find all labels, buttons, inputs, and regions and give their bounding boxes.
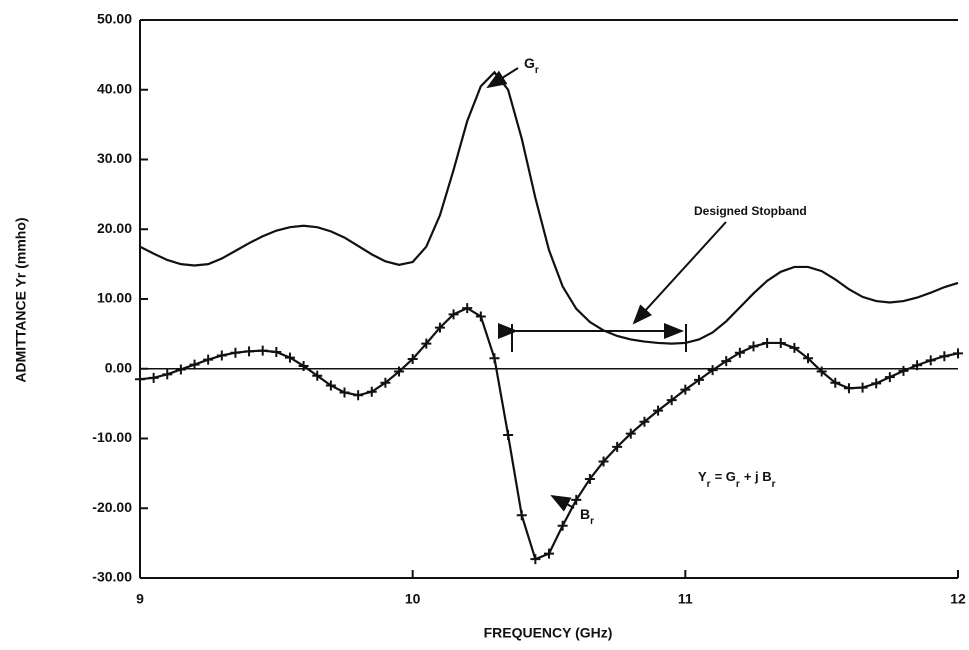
plus-marker [353, 390, 364, 401]
plus-marker [857, 382, 868, 393]
plus-marker [653, 405, 664, 416]
plus-marker [639, 416, 650, 427]
plus-marker [816, 366, 827, 377]
plus-marker [598, 456, 609, 467]
plus-marker [625, 428, 636, 439]
plus-marker [162, 369, 173, 380]
plus-marker [148, 372, 159, 383]
plus-marker [912, 360, 923, 371]
plus-marker [803, 353, 814, 364]
plus-marker [830, 377, 841, 388]
y-tick-label: 30.00 [97, 150, 132, 166]
plus-marker [448, 309, 459, 320]
plus-marker [503, 430, 514, 441]
plus-marker [189, 359, 200, 370]
plus-marker [462, 303, 473, 314]
plus-marker [380, 377, 391, 388]
plus-marker [544, 548, 554, 559]
plus-marker [244, 346, 255, 357]
x-tick-label: 9 [136, 591, 144, 607]
plus-marker [721, 356, 732, 367]
y-tick-label: 10.00 [97, 290, 132, 306]
plus-marker [925, 355, 936, 366]
plus-marker [366, 386, 377, 397]
plus-marker [762, 337, 773, 348]
plus-marker [135, 374, 145, 385]
y-axis-label: ADMITTANCE Yr (mmho) [13, 217, 29, 382]
plus-marker [693, 374, 704, 385]
plus-marker [475, 311, 486, 322]
plus-marker [953, 348, 963, 359]
x-tick-label: 11 [678, 591, 693, 607]
plus-marker [584, 473, 595, 484]
plus-marker [884, 372, 895, 383]
arrow [632, 221, 727, 325]
plus-marker [789, 342, 800, 353]
y-tick-label: 40.00 [97, 80, 132, 96]
plus-marker [325, 380, 336, 391]
b-label: Br [580, 506, 594, 527]
plus-marker [530, 554, 541, 565]
series-line [139, 70, 959, 345]
plus-marker [394, 366, 405, 377]
plus-marker [216, 350, 227, 361]
plus-marker [434, 322, 445, 333]
y-tick-label: -20.00 [92, 499, 132, 515]
equation: Yr = Gr + j Br [698, 469, 776, 489]
plus-marker [843, 383, 854, 394]
plus-marker [516, 510, 527, 521]
plus-marker [612, 441, 623, 452]
g-label: Gr [524, 55, 539, 76]
arrow [550, 495, 575, 512]
plus-marker [939, 351, 950, 362]
plus-marker [203, 354, 214, 365]
x-tick-label: 10 [405, 591, 421, 607]
arrow [486, 67, 519, 89]
plus-marker [175, 364, 186, 375]
plus-marker [707, 365, 718, 376]
plus-marker [230, 347, 241, 358]
plus-marker [271, 347, 282, 358]
plus-marker [775, 337, 786, 348]
plus-marker [666, 395, 677, 406]
x-tick-label: 12 [950, 591, 966, 607]
plus-marker [298, 360, 309, 371]
x-axis-label: FREQUENCY (GHz) [484, 625, 613, 641]
plus-marker [421, 338, 432, 349]
plus-marker [557, 520, 568, 531]
plus-marker [312, 370, 323, 381]
y-tick-label: -30.00 [92, 569, 132, 585]
plus-marker [734, 347, 745, 358]
stopband-label: Designed Stopband [694, 204, 807, 218]
plus-marker [339, 387, 350, 398]
y-tick-label: 20.00 [97, 220, 132, 236]
y-tick-label: 0.00 [105, 359, 132, 375]
plus-marker [680, 384, 691, 395]
plus-marker [748, 341, 759, 352]
y-tick-label: 50.00 [97, 11, 132, 27]
plus-marker [571, 494, 582, 505]
plus-marker [407, 353, 418, 364]
plus-marker [898, 365, 909, 376]
plus-marker [871, 378, 882, 389]
y-tick-label: -10.00 [92, 429, 132, 445]
plus-marker [489, 353, 500, 364]
plus-marker [257, 345, 268, 356]
plus-marker [284, 352, 295, 363]
